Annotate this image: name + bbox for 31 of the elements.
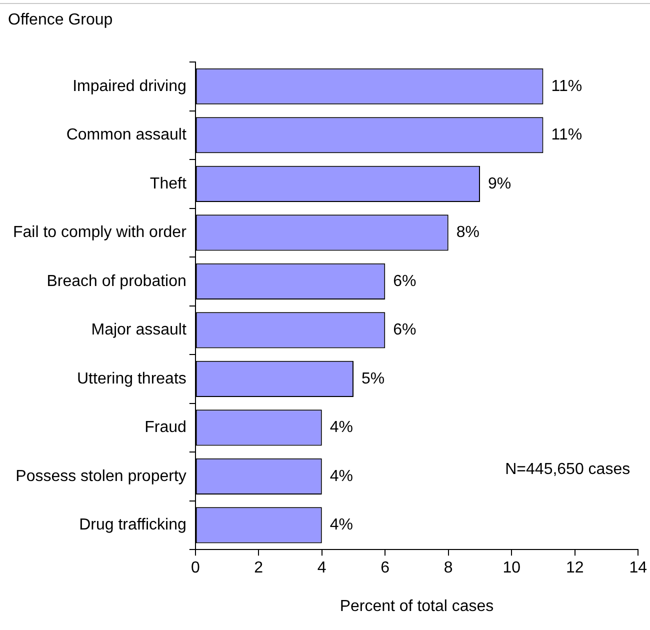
data-label: 11% [551,78,582,95]
y-tick-label: Breach of probation [46,272,186,290]
data-label: 6% [393,322,416,339]
y-tick-label: Fraud [144,419,186,436]
y-tick-label: Drug trafficking [79,516,186,534]
x-tick-label: 14 [629,560,648,577]
x-tick-label: 4 [317,560,326,577]
y-tick-label: Major assault [91,322,187,339]
data-label: 8% [456,224,480,242]
y-axis-title: Offence Group [8,11,113,28]
data-label: 11% [551,126,582,144]
data-label: 6% [393,272,416,290]
x-tick-label: 6 [380,560,390,577]
x-tick-label: 0 [190,560,200,577]
data-label: 4% [330,516,354,534]
data-label: 9% [488,175,512,192]
x-tick-label: 12 [566,560,584,577]
y-tick-label: Uttering threats [77,370,186,388]
y-tick-label: Impaired driving [72,78,186,95]
x-tick-label: 2 [254,560,264,577]
y-tick-label: Theft [150,175,187,192]
y-tick-label: Common assault [66,126,187,144]
y-tick-label: Possess stolen property [16,468,186,485]
y-tick-label: Fail to comply with order [13,224,188,242]
x-axis-title: Percent of total cases [340,598,494,615]
data-label: 5% [362,370,385,388]
data-label: 4% [330,468,354,485]
data-label: 4% [330,419,354,436]
x-tick-label: 8 [444,560,453,577]
annotation: N=445,650 cases [505,461,630,478]
x-tick-label: 10 [502,560,521,577]
